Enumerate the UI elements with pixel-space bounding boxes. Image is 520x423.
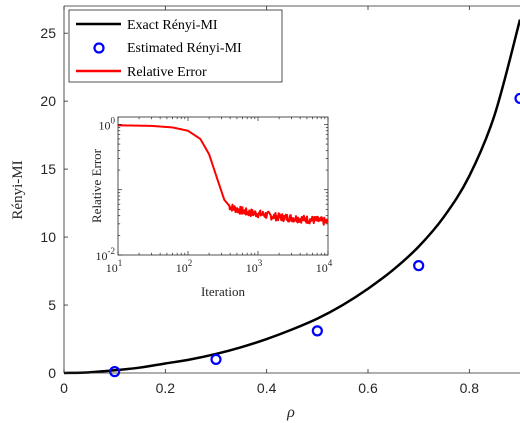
- estimated-renyi-mi-point: [210, 353, 222, 366]
- main-x-tick-label: 0.2: [156, 380, 176, 396]
- inset-x-tick-label: 101: [106, 258, 123, 275]
- main-x-tick-label: 0.8: [460, 380, 480, 396]
- estimated-renyi-mi-point: [413, 260, 425, 272]
- inset-plot-background: [117, 116, 329, 256]
- main-y-tick-label: 10: [40, 229, 56, 245]
- legend: Exact Rényi-MI Estimated Rényi-MI Relati…: [68, 9, 283, 83]
- inset-chart: 101 102 103 104 10-2 100 Iteration Relative E…: [89, 115, 333, 299]
- relative-error-line: [117, 124, 329, 226]
- estimated-renyi-mi-point: [109, 366, 121, 378]
- main-plot-series: [63, 19, 520, 378]
- main-y-tick-label: 20: [40, 93, 56, 109]
- main-y-axis-label: Rényi-MI: [10, 160, 26, 219]
- inset-x-tick-label: 102: [176, 258, 193, 275]
- main-y-tick-label: 5: [48, 297, 56, 313]
- estimated-renyi-mi-point: [311, 325, 323, 337]
- inset-series: [117, 124, 329, 226]
- legend-label-relative-error: Relative Error: [127, 65, 207, 80]
- main-x-tick-label: 0: [60, 380, 68, 396]
- main-x-tick-label: 0.6: [358, 380, 378, 396]
- inset-x-axis-label: Iteration: [201, 284, 246, 299]
- inset-y-axis-label: Relative Error: [89, 148, 104, 223]
- legend-label-estimated: Estimated Rényi-MI: [127, 41, 242, 56]
- exact-renyi-mi-line: [63, 19, 520, 375]
- inset-axes: 101 102 103 104 10-2 100: [96, 115, 333, 275]
- inset-x-tick-label: 103: [246, 258, 263, 275]
- inset-y-tick-label: 10-2: [96, 246, 116, 263]
- main-axes: 0 5 10 15 20 25 0 0.2 0.4 0.6 0.8: [40, 5, 520, 396]
- main-y-tick-label: 0: [48, 365, 56, 381]
- main-y-tick-label: 25: [40, 25, 56, 41]
- legend-label-exact: Exact Rényi-MI: [127, 18, 218, 33]
- main-x-axis-label: ρ: [286, 404, 295, 421]
- inset-x-tick-label: 104: [316, 258, 333, 275]
- main-y-tick-label: 15: [40, 161, 56, 177]
- legend-swatch-estimated: [93, 42, 105, 54]
- inset-y-tick-label: 100: [99, 115, 116, 132]
- estimated-renyi-mi-point: [514, 92, 520, 105]
- main-x-tick-label: 0.4: [257, 380, 277, 396]
